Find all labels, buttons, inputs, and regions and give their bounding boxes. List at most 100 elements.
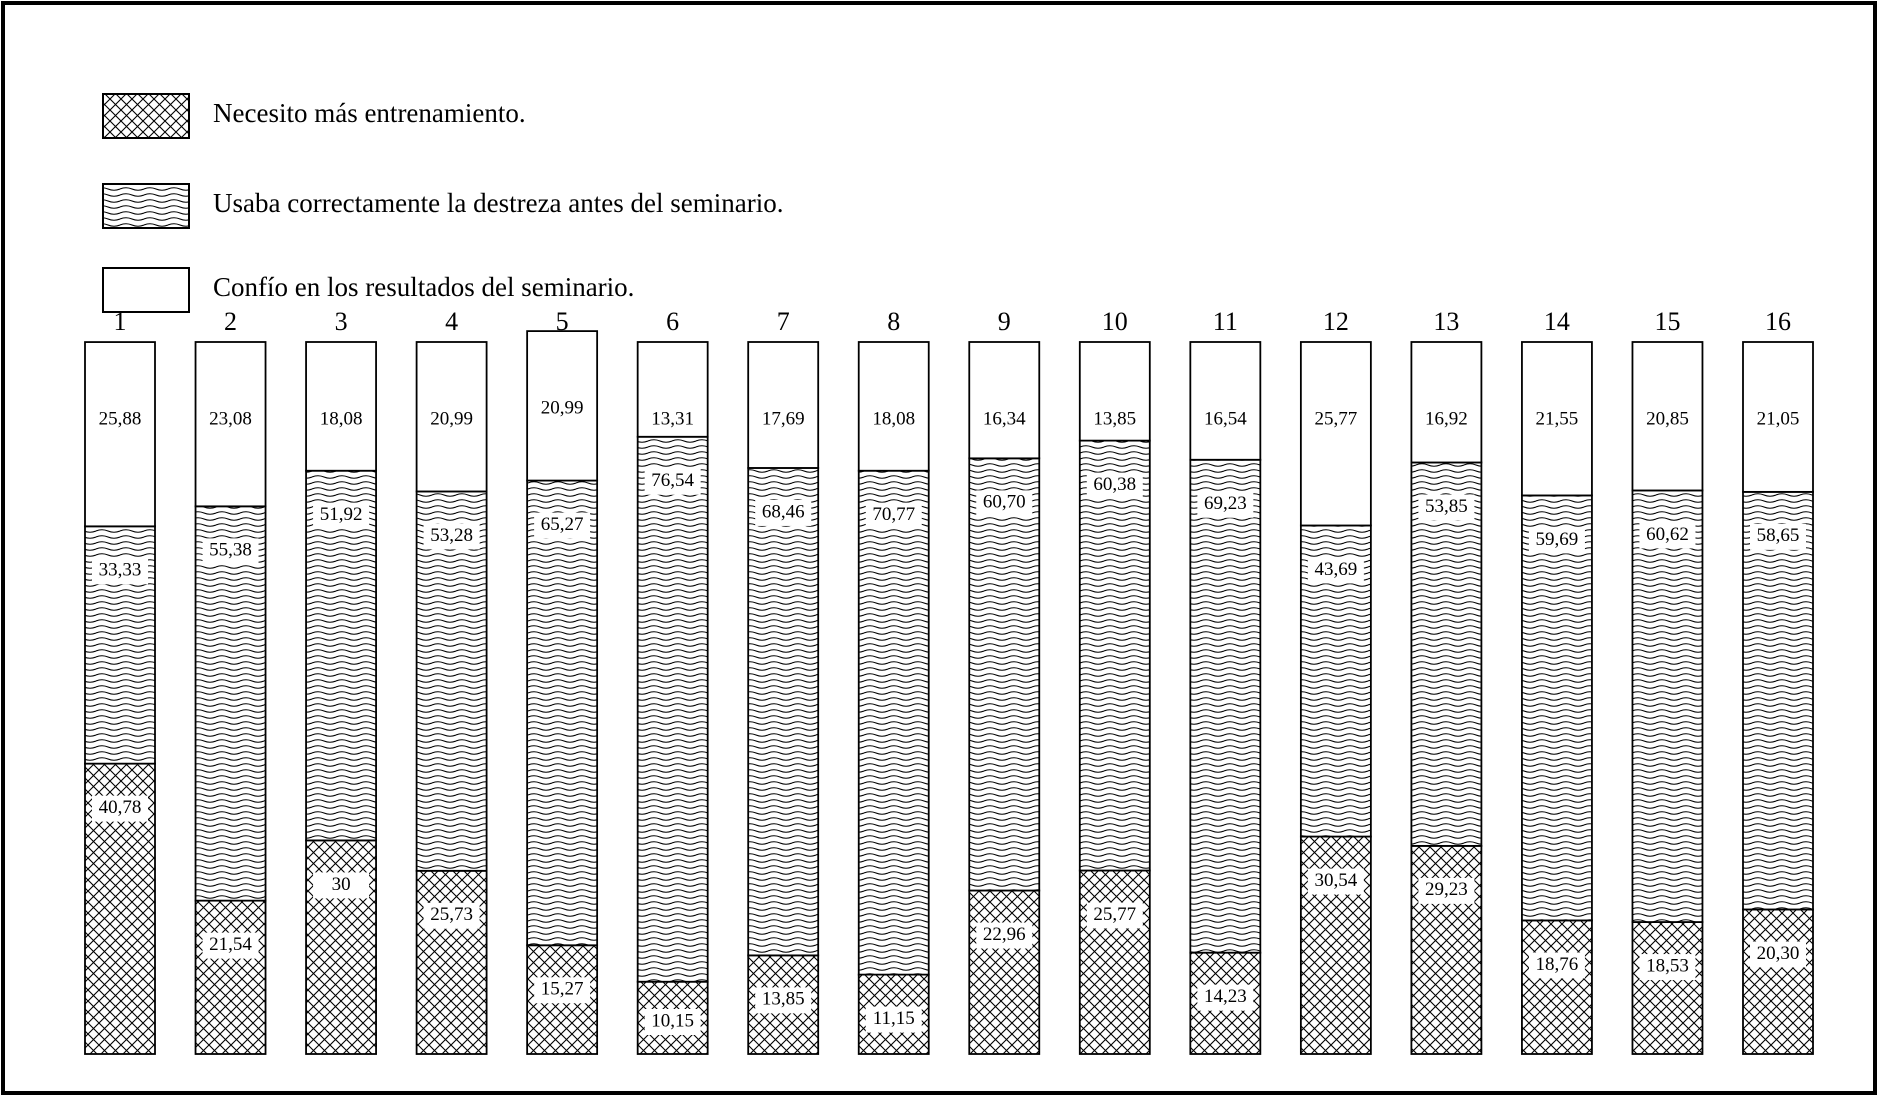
- data-label: 25,77: [1314, 408, 1357, 429]
- data-label: 43,69: [1314, 559, 1357, 580]
- data-label: 59,69: [1536, 529, 1579, 550]
- data-label: 18,08: [872, 408, 915, 429]
- bar-segment: [415, 490, 488, 872]
- data-label: 23,08: [209, 408, 252, 429]
- label-bg: [755, 987, 812, 1014]
- data-label: 21,55: [1536, 408, 1579, 429]
- x-tick-label: 6: [666, 307, 679, 336]
- bar-segment: [305, 469, 377, 842]
- bar-segment: [526, 330, 599, 482]
- x-tick-label: 1: [114, 307, 127, 336]
- x-tick-label: 5: [556, 307, 569, 336]
- label-bg: [1750, 941, 1806, 968]
- label-bg: [1197, 491, 1254, 518]
- label-bg: [313, 872, 370, 899]
- data-label: 25,73: [430, 904, 473, 925]
- label-bg: [1418, 877, 1475, 904]
- bar-segment: [1631, 341, 1704, 492]
- bar-segment: [968, 457, 1041, 892]
- bar-segment: [1742, 908, 1814, 1055]
- bar-segment: [84, 341, 156, 528]
- bar-segment: [194, 899, 267, 1055]
- x-tick-label: 11: [1213, 307, 1238, 336]
- label-bg: [1639, 954, 1696, 981]
- data-label: 15,27: [541, 979, 584, 1000]
- label-bg: [644, 1009, 701, 1035]
- x-tick-label: 14: [1544, 307, 1570, 336]
- data-label: 16,92: [1425, 408, 1468, 429]
- data-label: 20,85: [1646, 408, 1689, 429]
- bar-segment: [1742, 490, 1814, 911]
- label-bg: [976, 490, 1033, 517]
- label-bg: [976, 922, 1033, 949]
- data-label: 40,78: [99, 797, 142, 818]
- bar-segment: [1078, 869, 1151, 1055]
- x-tick-label: 8: [887, 307, 900, 336]
- label-bg: [644, 468, 701, 495]
- data-label: 33,33: [99, 560, 142, 581]
- bar-segment: [1631, 921, 1704, 1055]
- label-bg: [313, 502, 370, 529]
- bar-segment: [1189, 341, 1262, 461]
- x-tick-label: 4: [445, 307, 458, 336]
- bar-segment: [1189, 458, 1262, 954]
- legend-label: Confío en los resultados del seminario.: [213, 272, 634, 302]
- data-label: 58,65: [1757, 525, 1800, 546]
- bar-segment: [305, 341, 377, 472]
- label-bg: [865, 502, 922, 529]
- data-label: 51,92: [320, 504, 363, 525]
- data-label: 65,27: [541, 514, 584, 535]
- bar-segment: [1299, 341, 1372, 527]
- bar-segment: [526, 479, 599, 947]
- data-label: 30,54: [1314, 870, 1357, 891]
- data-label: 25,88: [99, 408, 142, 429]
- bar-segment: [1521, 919, 1593, 1055]
- data-label: 18,76: [1536, 954, 1579, 975]
- x-tick-label: 9: [998, 307, 1011, 336]
- data-label: 18,08: [320, 408, 363, 429]
- label-bg: [1307, 868, 1364, 895]
- bar-segment: [1410, 844, 1483, 1055]
- bar-segment: [968, 341, 1041, 460]
- label-bg: [1750, 523, 1806, 550]
- label-bg: [534, 512, 591, 539]
- x-tick-label: 2: [224, 307, 237, 336]
- data-label: 17,69: [762, 408, 805, 429]
- bar-segment: [636, 341, 709, 438]
- bar-segment: [1410, 461, 1483, 847]
- bar-segment: [194, 505, 267, 902]
- data-label: 30: [332, 874, 351, 895]
- bar-segment: [1742, 341, 1814, 493]
- legend-swatch: [102, 93, 190, 139]
- data-label: 29,23: [1425, 879, 1468, 900]
- data-label: 20,99: [541, 397, 584, 418]
- data-label: 22,96: [983, 924, 1026, 945]
- x-tick-label: 13: [1433, 307, 1459, 336]
- bar-segment: [1521, 494, 1593, 922]
- bar-segment: [636, 435, 709, 983]
- bar-segment: [1631, 489, 1704, 923]
- bar-segment: [194, 341, 267, 508]
- label-bg: [865, 1006, 922, 1033]
- data-label: 18,53: [1646, 955, 1689, 976]
- label-bg: [1528, 527, 1585, 554]
- label-bg: [1086, 902, 1143, 929]
- label-bg: [92, 795, 148, 822]
- data-label: 20,99: [430, 408, 473, 429]
- data-label: 68,46: [762, 501, 805, 522]
- x-tick-label: 15: [1654, 307, 1680, 336]
- bar-segment: [857, 469, 930, 976]
- data-label: 16,54: [1204, 408, 1247, 429]
- data-label: 10,15: [651, 1010, 694, 1031]
- bar-segment: [415, 869, 488, 1055]
- bar-segment: [1078, 439, 1151, 872]
- label-bg: [534, 977, 591, 1004]
- bar-segment: [1410, 341, 1483, 464]
- bar-segment: [857, 341, 930, 472]
- label-bg: [1197, 984, 1254, 1011]
- label-bg: [423, 902, 480, 929]
- label-bg: [1418, 494, 1475, 521]
- legend-swatch: [102, 267, 190, 313]
